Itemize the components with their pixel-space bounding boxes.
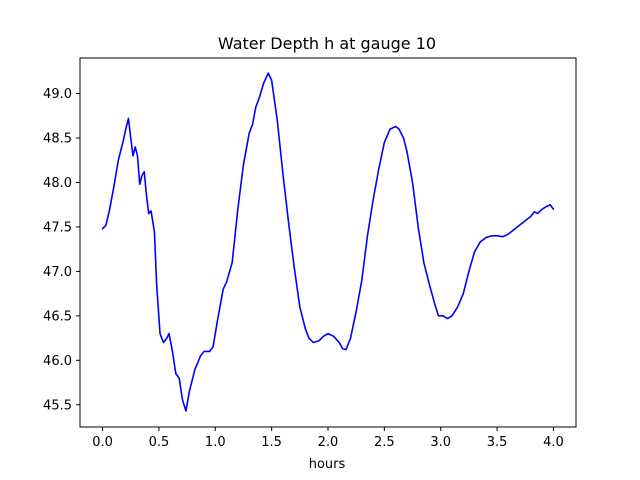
- y-tick-label: 45.5: [43, 398, 72, 413]
- x-tick-label: 4.0: [543, 435, 564, 450]
- y-tick-label: 48.5: [43, 132, 72, 147]
- y-tick-label: 46.5: [43, 309, 72, 324]
- x-tick-label: 1.0: [205, 435, 226, 450]
- y-tick-label: 47.0: [43, 265, 72, 280]
- x-tick-label: 0.0: [92, 435, 113, 450]
- plot-area: [79, 57, 577, 428]
- x-tick-label: 0.5: [149, 435, 170, 450]
- y-tick-label: 46.0: [43, 354, 72, 369]
- x-tick-label: 3.0: [430, 435, 451, 450]
- series-line: [101, 72, 555, 412]
- x-axis: 0.0 0.5 1.0 1.5 2.0 2.5 3.0 3.5 4.0: [92, 427, 564, 450]
- x-tick-label: 2.5: [374, 435, 395, 450]
- x-tick-label: 3.5: [487, 435, 508, 450]
- x-tick-label: 1.5: [261, 435, 282, 450]
- y-axis: 45.5 46.0 46.5 47.0 47.5 48.0 48.5 49.0: [43, 87, 80, 413]
- plot-background: [80, 58, 576, 427]
- chart-title: Water Depth h at gauge 10: [218, 34, 436, 53]
- x-axis-label: hours: [309, 457, 346, 472]
- y-tick-label: 48.0: [43, 176, 72, 191]
- y-tick-label: 49.0: [43, 87, 72, 102]
- x-tick-label: 2.0: [318, 435, 339, 450]
- y-tick-label: 47.5: [43, 220, 72, 235]
